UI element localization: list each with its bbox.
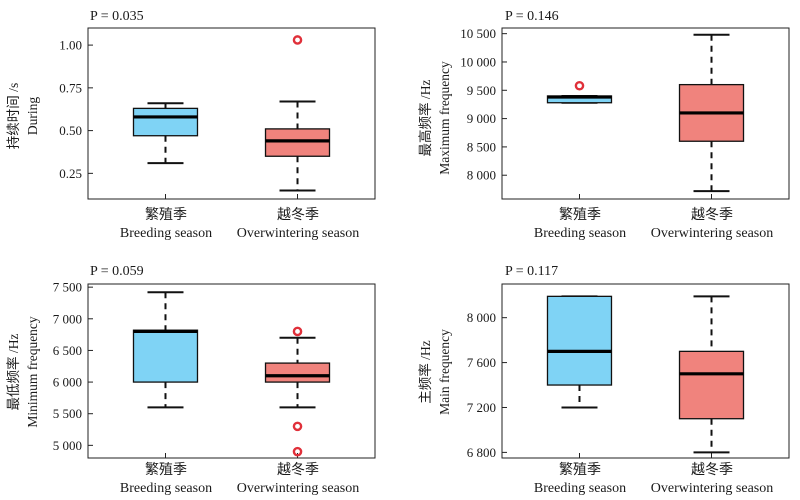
category-label-en: Overwintering season xyxy=(651,481,773,496)
plot-area: 0.25 0.50 0.75 1.00 xyxy=(59,27,376,200)
category-label-cn: 越冬季 xyxy=(691,462,733,478)
box xyxy=(546,295,613,386)
y-tick-label: 9 500 xyxy=(467,83,496,98)
y-tick-label: 8 500 xyxy=(467,139,496,154)
category-label-en: Breeding season xyxy=(120,481,212,496)
p-value-label: P = 0.146 xyxy=(505,9,559,24)
y-tick-label: 0.50 xyxy=(59,123,82,138)
panel-minimum-frequency: P = 0.059 最低频率 /Hz Minimum frequency 5 0… xyxy=(5,264,376,496)
box xyxy=(678,350,745,420)
outlier-point xyxy=(292,326,303,337)
panel-during: P = 0.035 持续时间 /s During 0.25 0.50 0.75 1.0… xyxy=(6,9,376,241)
box xyxy=(132,329,199,383)
plot-area: 8 000 8 500 9 000 9 500 10 000 10 500 xyxy=(460,26,790,200)
y-tick-label: 7 600 xyxy=(467,355,496,370)
category-label-cn: 越冬季 xyxy=(277,462,319,478)
y-axis-label-cn: 最高频率 /Hz xyxy=(417,80,433,157)
y-tick-label: 1.00 xyxy=(59,38,82,53)
p-value-label: P = 0.035 xyxy=(90,9,144,24)
y-tick-label: 0.25 xyxy=(59,166,82,181)
category-label-en: Breeding season xyxy=(534,226,626,241)
category-label-cn: 繁殖季 xyxy=(145,206,187,223)
p-value-label: P = 0.059 xyxy=(90,264,144,279)
y-tick-label: 9 000 xyxy=(467,111,496,126)
y-tick-label: 6 500 xyxy=(53,343,82,358)
category-label-cn: 越冬季 xyxy=(277,207,319,223)
y-axis-label-en: During xyxy=(25,97,40,135)
box xyxy=(132,107,199,137)
category-label-cn: 繁殖季 xyxy=(145,461,187,478)
category-label-cn: 越冬季 xyxy=(691,207,733,223)
plot-frame xyxy=(501,283,790,459)
y-tick-label: 8 000 xyxy=(467,168,496,183)
box xyxy=(264,362,331,383)
y-tick-label: 8 000 xyxy=(467,310,496,325)
category-label-en: Overwintering season xyxy=(237,226,359,241)
plot-area: 5 000 5 500 6 000 6 500 7 000 7 500 xyxy=(53,280,376,459)
outlier-point xyxy=(292,446,303,457)
category-label-en: Overwintering season xyxy=(237,481,359,496)
category-label-cn: 繁殖季 xyxy=(559,206,601,223)
y-tick-label: 5 000 xyxy=(53,438,82,453)
panel-main-frequency: P = 0.117 主频率 /Hz Main frequency 6 800 7 … xyxy=(417,264,790,496)
category-label-en: Overwintering season xyxy=(651,226,773,241)
box xyxy=(264,128,331,157)
outlier-point xyxy=(574,80,585,91)
y-tick-label: 0.75 xyxy=(59,80,82,95)
y-tick-label: 10 000 xyxy=(460,54,496,69)
p-value-label: P = 0.117 xyxy=(505,264,558,279)
y-axis-label-cn: 主频率 /Hz xyxy=(417,340,433,403)
y-tick-label: 5 500 xyxy=(53,406,82,421)
y-tick-label: 7 500 xyxy=(53,280,82,295)
plot-area: 6 800 7 200 7 600 8 000 xyxy=(467,283,790,460)
y-tick-label: 6 800 xyxy=(467,445,496,460)
category-label-en: Breeding season xyxy=(534,481,626,496)
y-axis-label-en: Main frequency xyxy=(437,329,452,415)
y-tick-label: 6 000 xyxy=(53,375,82,390)
outlier-point xyxy=(292,35,303,45)
plot-frame xyxy=(501,27,790,200)
y-axis-label-en: Minimum frequency xyxy=(25,316,40,428)
y-axis-label-en: Maximum frequency xyxy=(437,61,452,175)
y-axis-label-cn: 持续时间 /s xyxy=(6,83,21,149)
y-tick-label: 7 200 xyxy=(467,400,496,415)
outlier-point xyxy=(292,421,303,432)
plot-frame xyxy=(87,27,376,200)
category-label-en: Breeding season xyxy=(120,226,212,241)
y-tick-label: 7 000 xyxy=(53,311,82,326)
category-label-cn: 繁殖季 xyxy=(559,461,601,478)
plot-frame xyxy=(87,283,376,459)
y-tick-label: 10 500 xyxy=(460,26,496,41)
y-axis-label-cn: 最低频率 /Hz xyxy=(5,334,21,411)
panel-maximum-frequency: P = 0.146 最高频率 /Hz Maximum frequency 8 0… xyxy=(417,9,790,241)
